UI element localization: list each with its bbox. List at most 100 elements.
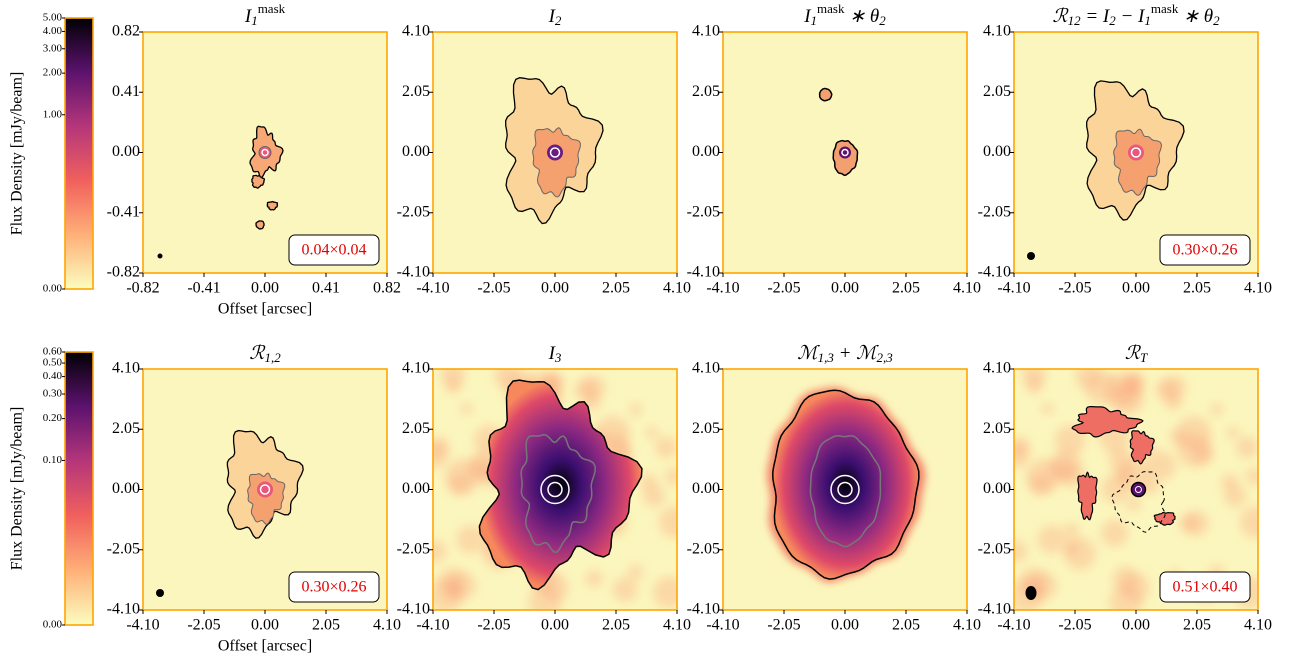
noise [1235, 436, 1258, 459]
noise [1177, 433, 1212, 468]
noise [612, 576, 638, 603]
y-tick-label: 2.05 [402, 420, 430, 437]
colorbar-fill [64, 351, 94, 626]
x-tick-label: -4.10 [126, 617, 159, 634]
beam [156, 589, 164, 597]
title-part: I [803, 6, 812, 27]
title-part: mask [258, 1, 286, 16]
beam-label: 0.30×0.26 [1172, 242, 1237, 259]
title-part: I [548, 6, 557, 27]
contour-neg [1111, 471, 1166, 533]
colorbar-tick-label: 0.30 [43, 388, 63, 400]
y-tick-label: -2.05 [107, 540, 140, 557]
x-tick-label: 0.00 [541, 617, 569, 634]
noise [456, 525, 486, 554]
colorbar-tick-label: 0.50 [43, 357, 63, 369]
title-part: − I [1116, 6, 1146, 27]
x-tick-label: 0.00 [541, 280, 569, 297]
title-part: 2,3 [876, 350, 893, 365]
image [143, 369, 387, 610]
title-part: 1 [1144, 13, 1151, 28]
beam-label: 0.51×0.40 [1172, 579, 1237, 596]
y-tick-label: 0.00 [402, 143, 430, 160]
y-tick-label: 0.00 [112, 143, 140, 160]
x-tick-label: 2.05 [1183, 280, 1211, 297]
contour [1129, 430, 1155, 465]
y-tick-label: -2.05 [687, 540, 720, 557]
y-tick-label: 0.00 [402, 480, 430, 497]
noise [528, 585, 562, 610]
noise [1109, 585, 1143, 610]
noise [1226, 426, 1239, 440]
title-part: ℳ [797, 343, 820, 364]
noise [629, 403, 643, 417]
y-tick-label: -0.41 [107, 203, 140, 220]
noise [1014, 442, 1029, 469]
title-part: 1 [251, 13, 258, 28]
contour [251, 174, 266, 189]
y-tick-label: 0.00 [692, 480, 720, 497]
x-tick-label: 2.05 [892, 280, 920, 297]
x-tick-label: 4.10 [373, 617, 401, 634]
x-tick-label: -4.10 [997, 617, 1030, 634]
core-ring [830, 474, 860, 505]
core [1128, 144, 1144, 161]
x-tick-label: 4.10 [953, 280, 981, 297]
title-part: 12 [1068, 13, 1082, 28]
core-ring [1134, 486, 1142, 493]
panel: -4.10 -2.05 0.00 2.05 4.10 -4.10 -2.05 0.00 2.05… [687, 1, 981, 296]
core-ring [540, 474, 570, 505]
contour [1077, 471, 1098, 521]
contour [809, 434, 882, 548]
x-tick-label: 4.10 [1244, 617, 1272, 634]
core-ring [549, 147, 561, 158]
y-tick-label: 4.10 [692, 360, 720, 377]
y-tick-label: -4.10 [107, 601, 140, 618]
x-tick-label: 4.10 [663, 617, 691, 634]
title-part: 2 [555, 13, 562, 28]
y-tick-label: -2.05 [397, 203, 430, 220]
y-tick-label: -4.10 [978, 264, 1011, 281]
beam-box [1159, 571, 1251, 603]
noise [585, 569, 603, 588]
image [723, 32, 967, 273]
colorbar-label: Flux Density [mJy/beam] [9, 72, 26, 236]
contour [266, 200, 279, 211]
noise [1245, 467, 1258, 486]
title-part: ℛ [249, 343, 266, 364]
contour [520, 433, 596, 554]
y-tick-label: 4.10 [983, 23, 1011, 40]
image [433, 369, 677, 610]
title-part: 2 [1213, 13, 1220, 28]
y-tick-label: 4.10 [112, 360, 140, 377]
title-part: + ℳ [834, 343, 879, 364]
title-part: ∗ θ [1178, 6, 1213, 27]
core-ring [259, 484, 271, 495]
x-tick-label: 0.00 [1122, 617, 1150, 634]
y-tick-label: 4.10 [402, 360, 430, 377]
x-tick-label: 2.05 [602, 617, 630, 634]
y-tick-label: 4.10 [692, 23, 720, 40]
panel-title: I3 [548, 343, 562, 365]
colorbar-tick-label: 0.40 [43, 370, 63, 382]
y-tick-label: -4.10 [397, 264, 430, 281]
colorbar-tick-label: 0.00 [43, 619, 63, 631]
contour [255, 220, 265, 230]
noise [433, 442, 448, 469]
y-tick-label: -2.05 [978, 203, 1011, 220]
noise [1041, 402, 1054, 415]
panel-title: ℳ1,3 + ℳ2,3 [797, 343, 893, 365]
y-tick-label: -2.05 [687, 203, 720, 220]
noise [1126, 496, 1142, 512]
colorbar-tick-label: 2.00 [43, 67, 63, 79]
noise [1155, 378, 1178, 401]
title-part: T [1140, 350, 1148, 365]
contour [247, 472, 286, 525]
x-axis-label: Offset [arcsec] [218, 301, 312, 318]
noise [1025, 377, 1043, 394]
title-part: I [548, 343, 557, 364]
colorbar-tick-label: 1.00 [43, 108, 63, 120]
noise [1239, 506, 1258, 539]
x-tick-label: 0.00 [831, 617, 859, 634]
colorbar-tick-label: 0.00 [43, 283, 63, 295]
